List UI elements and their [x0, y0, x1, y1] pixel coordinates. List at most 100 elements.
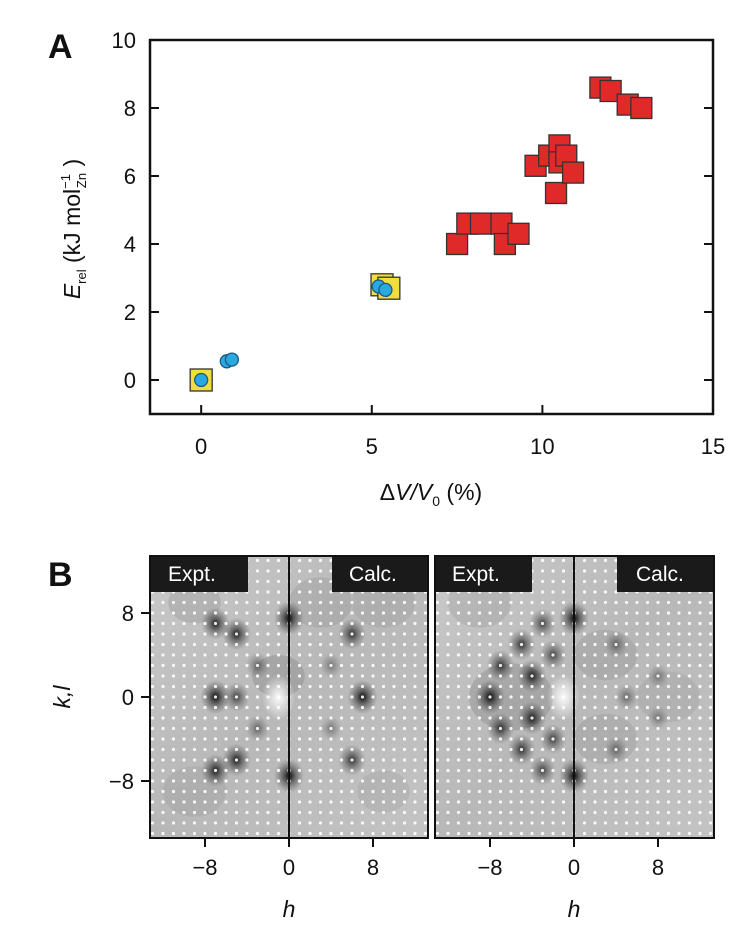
lattice-dot [182, 758, 186, 762]
lattice-dot [360, 611, 365, 615]
lattice-dot [446, 653, 450, 657]
lattice-dot [477, 747, 482, 752]
lattice-dot [698, 642, 702, 647]
lattice-dot [318, 779, 323, 783]
lattice-dot [435, 737, 440, 741]
lattice-dot [551, 726, 555, 731]
lattice-dot [402, 758, 407, 762]
lattice-dot [509, 705, 513, 710]
lattice-dot [698, 768, 702, 773]
lattice-dot [276, 611, 281, 615]
lattice-dot [467, 705, 471, 710]
lattice-dot [245, 663, 249, 668]
lattice-dot [614, 621, 618, 626]
y-tick-label: 0 [122, 685, 134, 710]
lattice-dot [150, 684, 155, 689]
lattice-dot [171, 800, 176, 804]
lattice-dot [603, 653, 608, 657]
lattice-dot [255, 810, 260, 815]
lattice-dot [603, 810, 608, 815]
lattice-dot [308, 558, 312, 563]
lattice-dot [477, 600, 482, 605]
lattice-dot [161, 810, 165, 815]
lattice-dot [308, 695, 312, 699]
lattice-dot [582, 831, 587, 836]
x-label-v0-subscript: 0 [432, 493, 440, 509]
lattice-dot [687, 831, 692, 836]
lattice-dot [603, 779, 608, 783]
lattice-dot [276, 674, 281, 678]
lattice-dot [477, 663, 482, 668]
lattice-dot [519, 632, 524, 636]
lattice-dot [456, 810, 461, 815]
lattice-dot [687, 737, 692, 741]
lattice-dot [477, 621, 482, 626]
lattice-dot [561, 611, 566, 615]
lattice-dot [488, 611, 492, 615]
lattice-dot [171, 600, 176, 605]
lattice-dot [423, 642, 428, 647]
lattice-dot [551, 821, 555, 825]
lattice-dot [708, 611, 713, 615]
lattice-dot [530, 695, 534, 699]
lattice-dot [381, 716, 386, 720]
axis-ticks: 0 5 10 15 0 2 4 6 8 10 [112, 28, 726, 459]
lattice-dot [666, 674, 671, 678]
lattice-dot [192, 737, 197, 741]
lattice-dot [561, 800, 566, 804]
lattice-dot [255, 758, 260, 762]
lattice-dot [161, 800, 165, 804]
lattice-dot [509, 810, 513, 815]
lattice-dot [318, 684, 323, 689]
lattice-dot [593, 653, 597, 657]
lattice-dot [161, 600, 165, 605]
lattice-dot [540, 579, 545, 584]
lattice-dot [392, 674, 396, 678]
lattice-dot [381, 831, 386, 836]
lattice-dot [203, 758, 207, 762]
lattice-dot [540, 684, 545, 689]
lattice-dot [276, 747, 281, 752]
lattice-dot [519, 789, 524, 794]
lattice-dot [593, 579, 597, 584]
panel-b-x-axis-label-2: h [568, 896, 581, 922]
lattice-dot [603, 821, 608, 825]
lattice-dot [530, 674, 534, 678]
lattice-dot [645, 621, 650, 626]
lattice-dot [708, 632, 713, 636]
lattice-dot [266, 611, 270, 615]
lattice-dot [276, 684, 281, 689]
map-1-content [150, 558, 428, 836]
lattice-dot [519, 800, 524, 804]
lattice-dot [561, 569, 566, 573]
lattice-dot [329, 737, 333, 741]
lattice-dot [234, 695, 239, 699]
lattice-dot [582, 642, 587, 647]
map-2-expt-tag: Expt. [452, 563, 500, 586]
lattice-dot [255, 726, 260, 731]
lattice-dot [624, 726, 629, 731]
lattice-dot [318, 611, 323, 615]
lattice-dot [182, 737, 186, 741]
lattice-dot [381, 779, 386, 783]
lattice-dot [635, 663, 639, 668]
lattice-dot [413, 600, 417, 605]
lattice-dot [477, 821, 482, 825]
lattice-dot [582, 611, 587, 615]
lattice-dot [551, 653, 555, 657]
lattice-dot [308, 569, 312, 573]
lattice-dot [192, 684, 197, 689]
lattice-dot [413, 611, 417, 615]
lattice-dot [593, 600, 597, 605]
lattice-dot [392, 810, 396, 815]
lattice-dot [192, 821, 197, 825]
lattice-dot [182, 726, 186, 731]
lattice-dot [687, 821, 692, 825]
lattice-dot [603, 726, 608, 731]
lattice-dot [402, 789, 407, 794]
lattice-dot [635, 768, 639, 773]
lattice-dot [446, 779, 450, 783]
lattice-dot [192, 653, 197, 657]
lattice-dot [224, 600, 228, 605]
lattice-dot [213, 716, 218, 720]
